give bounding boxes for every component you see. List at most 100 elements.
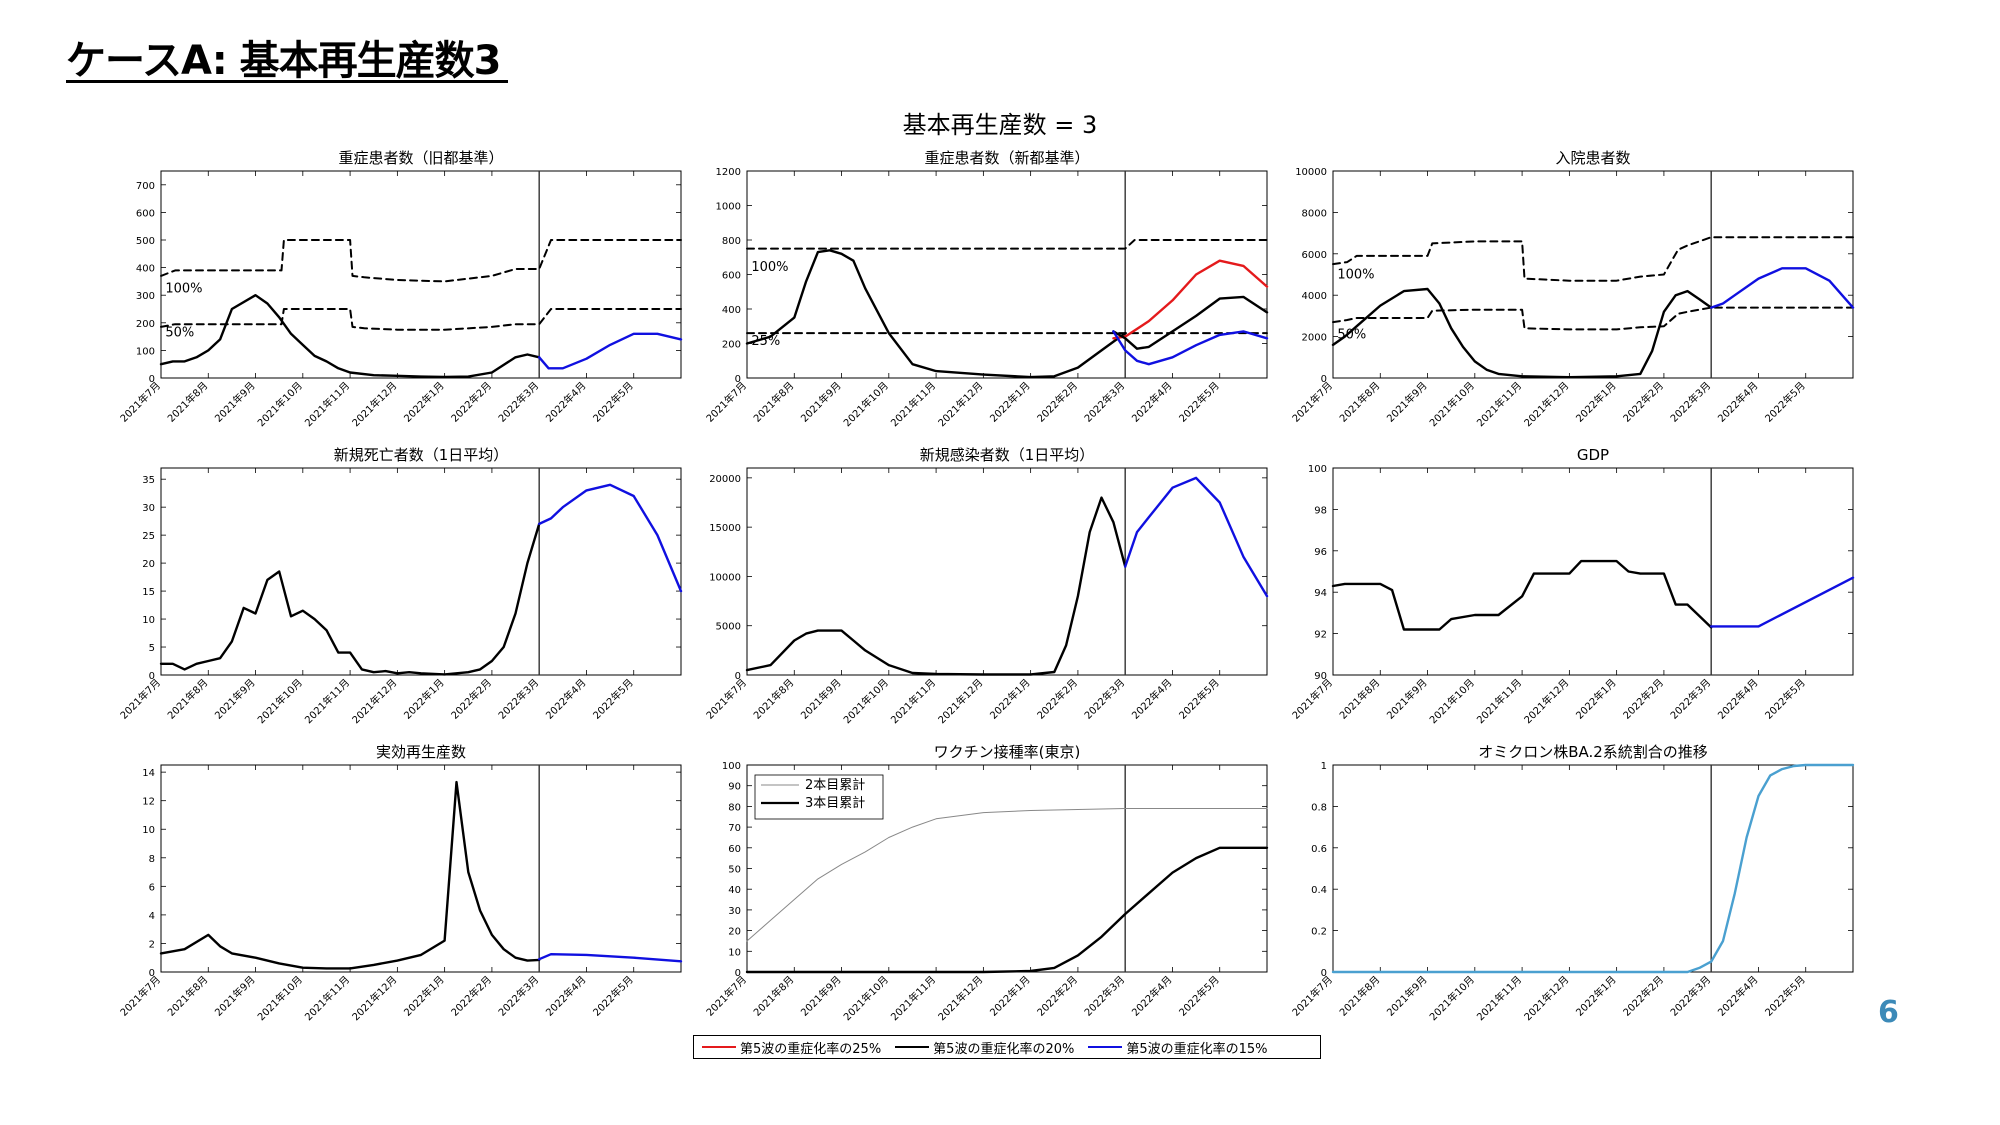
chart9-xtick-label-7: 2022年2月: [1620, 973, 1666, 1019]
chart8-ytick-label-10: 100: [722, 761, 741, 772]
chart1-ytick-label-1: 100: [136, 346, 155, 357]
chart2-annotation-1: 25%: [751, 334, 780, 349]
chart2-series-2: [745, 249, 1127, 379]
chart3-ytick-label-4: 8000: [1302, 208, 1327, 219]
chart6-xtick-label-2: 2021年9月: [1384, 676, 1430, 722]
chart3-xtick-label-8: 2022年3月: [1667, 379, 1713, 425]
chart1-xtick-label-6: 2022年1月: [401, 379, 447, 425]
chart7-xtick-label-5: 2021年12月: [349, 973, 399, 1023]
chart3-ytick-label-2: 4000: [1302, 291, 1327, 302]
chart1-xtick-label-8: 2022年3月: [495, 379, 541, 425]
chart2-annotation-0: 100%: [751, 260, 788, 275]
chart8-legend-label-1: 3本目累計: [805, 795, 865, 811]
chart6-ytick-label-3: 96: [1314, 547, 1327, 558]
chart6-ytick-label-1: 92: [1314, 630, 1327, 641]
chart5-xtick-label-8: 2022年3月: [1081, 676, 1127, 722]
chart4-ytick-label-6: 30: [142, 503, 155, 514]
chart9-xtick-label-4: 2021年11月: [1474, 973, 1524, 1023]
chart8-title: ワクチン接種率(東京): [934, 743, 1081, 761]
chart3-xtick-label-6: 2022年1月: [1573, 379, 1619, 425]
chart6-ytick-label-2: 94: [1314, 588, 1327, 599]
chart1-series-2: [159, 294, 541, 379]
chart9-xtick-label-10: 2022年5月: [1762, 973, 1808, 1019]
chart5-xtick-label-0: 2021年7月: [703, 676, 749, 722]
chart1-xtick-label-10: 2022年5月: [590, 379, 636, 425]
chart5-xtick-label-10: 2022年5月: [1176, 676, 1222, 722]
chart7-ytick-label-1: 2: [149, 939, 155, 950]
chart5-xtick-label-9: 2022年4月: [1129, 676, 1175, 722]
chart3-ytick-label-5: 10000: [1295, 167, 1327, 178]
chart3-ytick-label-0: 0: [1321, 374, 1327, 385]
chart5-ytick-label-1: 5000: [716, 622, 741, 633]
chart3-xtick-label-9: 2022年4月: [1715, 379, 1761, 425]
chart7-xtick-label-1: 2021年8月: [165, 973, 211, 1019]
chart9-xtick-label-9: 2022年4月: [1715, 973, 1761, 1019]
chart1-xtick-label-0: 2021年7月: [117, 379, 163, 425]
chart7-ytick-label-0: 0: [149, 968, 155, 979]
chart5-ytick-label-0: 0: [735, 671, 741, 682]
chart3-series-0: [1332, 236, 1854, 282]
chart7-xtick-label-0: 2021年7月: [117, 973, 163, 1019]
chart8-series-0: [746, 808, 1268, 942]
chart6-series-0: [1331, 559, 1713, 631]
title-underline: [66, 80, 508, 83]
chart2-xtick-label-3: 2021年10月: [841, 379, 891, 429]
chart6-ytick-label-5: 100: [1308, 464, 1327, 475]
chart3-xtick-label-4: 2021年11月: [1474, 379, 1524, 429]
chart4-ytick-label-1: 5: [149, 643, 155, 654]
chart1-ytick-label-5: 500: [136, 236, 155, 247]
chart3-ytick-label-3: 6000: [1302, 250, 1327, 261]
chart5-ytick-label-2: 10000: [709, 572, 741, 583]
chart2-axes: [746, 170, 1268, 379]
chart2-series-3: [1112, 259, 1269, 340]
legend-label-15: 第5波の重症化率の15%: [1126, 1041, 1268, 1057]
chart4-axes: [160, 467, 682, 676]
chart7-title: 実効再生産数: [376, 743, 466, 761]
chart2-series-4: [1112, 295, 1269, 350]
chart2-xtick-label-8: 2022年3月: [1081, 379, 1127, 425]
chart6-series-1: [1709, 576, 1855, 628]
chart4-ytick-label-3: 15: [142, 587, 155, 598]
chart4-ytick-label-7: 35: [142, 475, 155, 486]
chart4-xtick-label-8: 2022年3月: [495, 676, 541, 722]
chart3-xtick-label-10: 2022年5月: [1762, 379, 1808, 425]
chart6-xtick-label-1: 2021年8月: [1337, 676, 1383, 722]
chart8-xtick-label-5: 2021年12月: [935, 973, 985, 1023]
chart8-ytick-label-5: 50: [728, 865, 741, 876]
chart3-annotation-0: 100%: [1337, 268, 1374, 283]
chart4-xtick-label-10: 2022年5月: [590, 676, 636, 722]
chart3-title: 入院患者数: [1555, 149, 1630, 167]
chart8-xtick-label-3: 2021年10月: [841, 973, 891, 1023]
chart7-xtick-label-6: 2022年1月: [401, 973, 447, 1019]
chart1-xtick-label-3: 2021年10月: [255, 379, 305, 429]
chart8-ytick-label-0: 0: [735, 968, 741, 979]
chart9-xtick-label-1: 2021年8月: [1337, 973, 1383, 1019]
chart3-xtick-label-2: 2021年9月: [1384, 379, 1430, 425]
chart3-series-2: [1331, 287, 1713, 379]
chart8-ytick-label-1: 10: [728, 947, 741, 958]
chart9-ytick-label-3: 0.6: [1311, 844, 1327, 855]
chart2-xtick-label-9: 2022年4月: [1129, 379, 1175, 425]
chart8-legend-box: [754, 774, 884, 820]
chart7-ytick-label-7: 14: [142, 768, 155, 779]
chart4-xtick-label-3: 2021年10月: [255, 676, 305, 726]
legend-swatch-25: [702, 1046, 736, 1048]
chart2-xtick-label-2: 2021年9月: [798, 379, 844, 425]
chart1-annotation-0: 100%: [165, 281, 202, 296]
chart2-ytick-label-5: 1000: [716, 202, 741, 213]
chart6-xtick-label-5: 2021年12月: [1521, 676, 1571, 726]
chart1-xtick-label-4: 2021年11月: [302, 379, 352, 429]
chart7-series-0: [159, 780, 541, 970]
chart8-xtick-label-4: 2021年11月: [888, 973, 938, 1023]
chart3-xtick-label-1: 2021年8月: [1337, 379, 1383, 425]
chart3-series-3: [1709, 267, 1855, 309]
chart8-xtick-label-7: 2022年2月: [1034, 973, 1080, 1019]
chart5-series-1: [1123, 476, 1269, 598]
chart8-ytick-label-2: 20: [728, 927, 741, 938]
chart9-xtick-label-5: 2021年12月: [1521, 973, 1571, 1023]
chart4-xtick-label-9: 2022年4月: [543, 676, 589, 722]
chart7-xtick-label-8: 2022年3月: [495, 973, 541, 1019]
chart7-xtick-label-4: 2021年11月: [302, 973, 352, 1023]
chart9-xtick-label-8: 2022年3月: [1667, 973, 1713, 1019]
chart6-xtick-label-10: 2022年5月: [1762, 676, 1808, 722]
